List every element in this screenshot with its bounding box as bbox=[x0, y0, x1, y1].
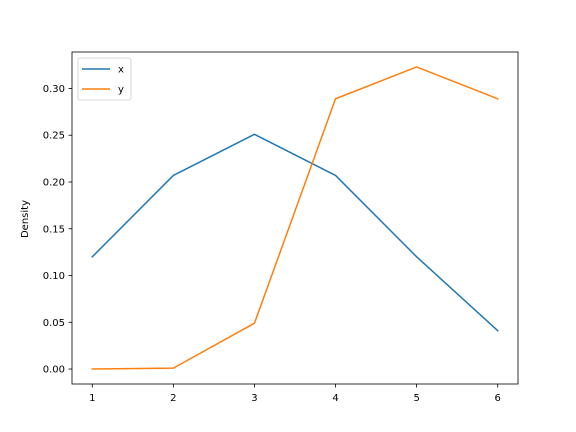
y-tick-label: 0.20 bbox=[43, 177, 65, 188]
y-tick-label: 0.10 bbox=[43, 271, 65, 282]
series-line-y bbox=[91, 66, 499, 370]
y-axis: 0.00 0.05 0.10 0.15 0.20 0.25 0.30 bbox=[43, 84, 72, 376]
x-tick-label: 6 bbox=[495, 393, 501, 404]
x-tick-label: 1 bbox=[89, 393, 95, 404]
x-tick-label: 4 bbox=[332, 393, 338, 404]
y-tick-label: 0.30 bbox=[43, 84, 65, 95]
plot-area bbox=[91, 66, 499, 370]
y-tick-label: 0.00 bbox=[43, 365, 65, 376]
x-axis: 1 2 3 4 5 6 bbox=[89, 384, 501, 404]
x-tick-label: 2 bbox=[170, 393, 176, 404]
legend-label-y: y bbox=[118, 85, 124, 96]
legend: xy bbox=[77, 57, 132, 101]
series-line-x bbox=[91, 133, 499, 332]
x-tick-label: 3 bbox=[251, 393, 257, 404]
legend-label-x: x bbox=[118, 65, 124, 76]
plot-frame bbox=[71, 51, 519, 385]
y-tick-label: 0.05 bbox=[43, 318, 65, 329]
y-tick-label: 0.25 bbox=[43, 131, 65, 142]
y-tick-label: 0.15 bbox=[43, 224, 65, 235]
y-axis-label: Density bbox=[20, 200, 31, 238]
x-tick-label: 5 bbox=[413, 393, 419, 404]
